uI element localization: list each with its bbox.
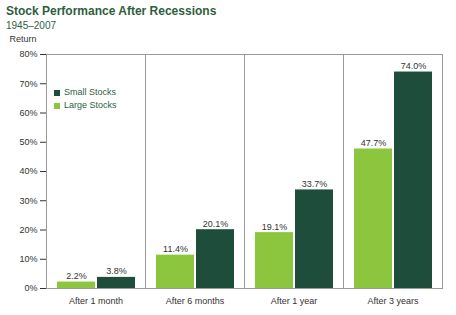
svg-text:10%: 10% xyxy=(19,254,37,264)
html-text:Large Stocks: Large Stocks xyxy=(64,100,117,110)
svg-text:After 6 months: After 6 months xyxy=(166,296,225,306)
svg-text:20.1%: 20.1% xyxy=(203,219,229,229)
svg-text:20%: 20% xyxy=(19,225,37,235)
html-text:1945–2007: 1945–2007 xyxy=(6,20,57,31)
html-text:Small Stocks: Small Stocks xyxy=(64,87,116,97)
svg-text:30%: 30% xyxy=(19,196,37,206)
svg-text:40%: 40% xyxy=(19,166,37,176)
svg-text:11.4%: 11.4% xyxy=(163,244,188,254)
svg-text:19.1%: 19.1% xyxy=(262,222,288,232)
svg-text:2.2%: 2.2% xyxy=(66,271,87,281)
svg-text:70%: 70% xyxy=(19,79,37,89)
svg-text:47.7%: 47.7% xyxy=(361,138,387,148)
svg-text:74.0%: 74.0% xyxy=(401,61,427,71)
svg-text:3.8%: 3.8% xyxy=(106,266,127,276)
svg-text:80%: 80% xyxy=(19,49,37,59)
svg-text:After 1 year: After 1 year xyxy=(271,296,318,306)
svg-text:Return: Return xyxy=(10,34,37,44)
svg-text:50%: 50% xyxy=(19,137,37,147)
svg-text:After 1 month: After 1 month xyxy=(69,296,123,306)
svg-text:0%: 0% xyxy=(24,283,37,293)
html-text:Stock Performance After Recess: Stock Performance After Recessions xyxy=(6,4,217,18)
svg-text:60%: 60% xyxy=(19,108,37,118)
svg-text:33.7%: 33.7% xyxy=(302,179,328,189)
svg-text:After 3 years: After 3 years xyxy=(367,296,419,306)
